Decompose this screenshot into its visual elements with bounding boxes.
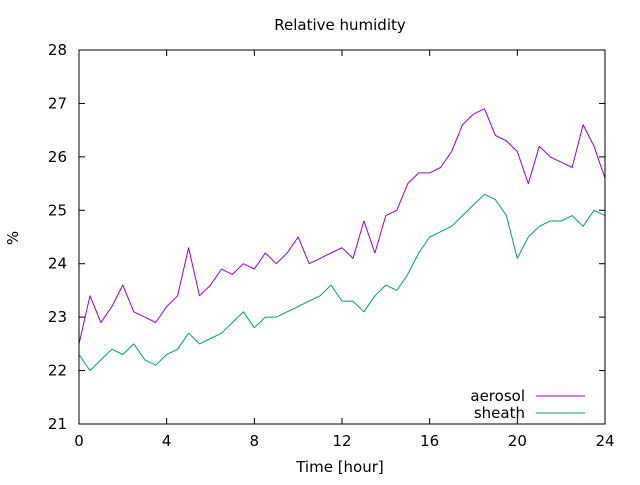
x-axis-label: Time [hour] <box>295 458 384 476</box>
tick-layer: 0 4 8 12 16 20 24 21 22 23 24 25 26 27 28 <box>48 41 615 450</box>
x-tick-label: 4 <box>162 432 172 450</box>
x-tick-label: 20 <box>508 432 527 450</box>
y-tick-label: 21 <box>48 415 67 433</box>
y-tick-label: 24 <box>48 255 67 273</box>
x-tick-label: 8 <box>250 432 260 450</box>
x-tick-label: 0 <box>74 432 84 450</box>
y-tick-label: 27 <box>48 94 67 112</box>
x-tick-label: 16 <box>420 432 439 450</box>
legend-label-sheath: sheath <box>474 404 525 422</box>
x-tick-label: 12 <box>332 432 351 450</box>
series-layer <box>78 108 606 372</box>
y-tick-label: 22 <box>48 362 67 380</box>
y-tick-label: 26 <box>48 148 67 166</box>
y-axis-label: % <box>4 231 22 245</box>
y-tick-label: 25 <box>48 201 67 219</box>
series-line-sheath <box>78 193 606 372</box>
x-tick-label: 24 <box>595 432 614 450</box>
chart-title: Relative humidity <box>274 16 406 34</box>
legend-label-aerosol: aerosol <box>470 387 525 405</box>
plot-frame <box>78 49 606 425</box>
series-line-aerosol <box>78 108 606 345</box>
y-tick-label: 28 <box>48 41 67 59</box>
y-tick-label: 23 <box>48 308 67 326</box>
